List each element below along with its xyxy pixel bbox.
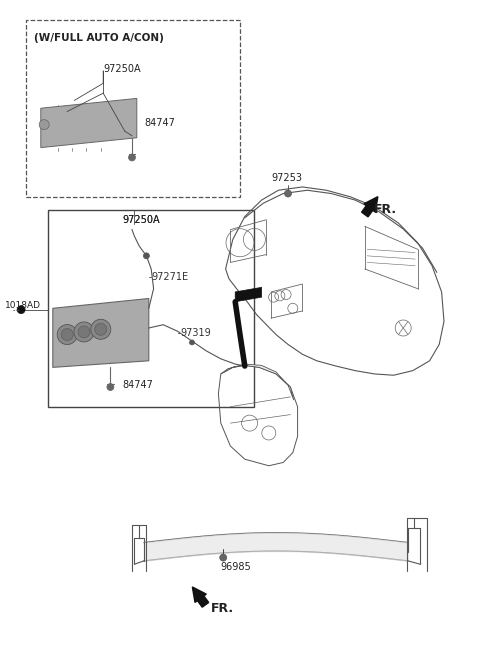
Circle shape [95, 323, 107, 335]
Text: 97319: 97319 [180, 327, 211, 338]
Text: 84747: 84747 [144, 117, 175, 128]
Circle shape [285, 190, 291, 197]
Text: FR.: FR. [373, 203, 396, 216]
Circle shape [190, 340, 194, 345]
Text: 97250A: 97250A [122, 215, 160, 225]
Text: 97250A: 97250A [103, 64, 141, 74]
Circle shape [107, 384, 114, 390]
Circle shape [57, 325, 77, 344]
Polygon shape [235, 287, 262, 302]
Text: (W/FULL AUTO A/CON): (W/FULL AUTO A/CON) [34, 33, 164, 43]
Circle shape [74, 322, 94, 342]
FancyArrow shape [361, 197, 378, 217]
Circle shape [91, 319, 111, 339]
Circle shape [144, 253, 149, 259]
Circle shape [17, 306, 25, 314]
Polygon shape [41, 98, 137, 148]
Text: 96985: 96985 [221, 562, 252, 573]
Bar [26, 20, 240, 197]
Text: 97271E: 97271E [151, 272, 188, 283]
FancyArrow shape [192, 587, 209, 607]
Text: 97253: 97253 [271, 173, 302, 184]
Polygon shape [53, 298, 149, 367]
Circle shape [61, 329, 73, 340]
Circle shape [129, 154, 135, 161]
Text: FR.: FR. [211, 602, 234, 615]
Text: 97250A: 97250A [122, 215, 160, 225]
Circle shape [78, 326, 90, 338]
Text: 84747: 84747 [122, 380, 153, 390]
Bar [48, 210, 254, 407]
Polygon shape [221, 364, 294, 400]
Text: 1018AD: 1018AD [5, 300, 41, 310]
Circle shape [39, 119, 49, 130]
Circle shape [220, 554, 227, 561]
